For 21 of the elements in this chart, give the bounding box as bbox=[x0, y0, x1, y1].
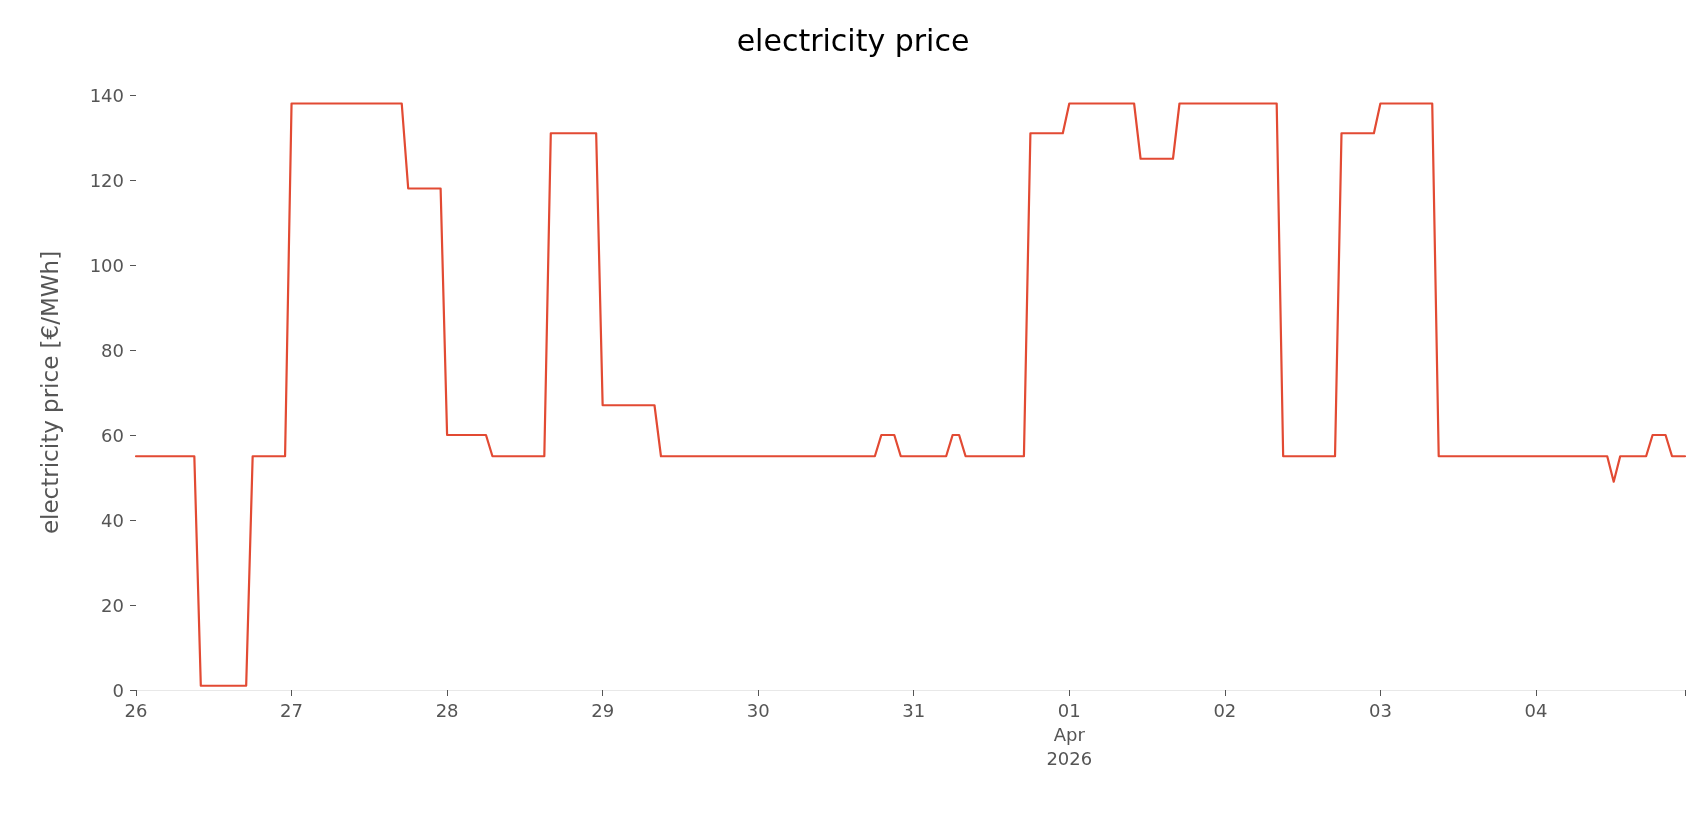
chart-title: electricity price bbox=[736, 22, 970, 58]
x-tick-label: 29 bbox=[591, 699, 615, 721]
x-tick-label: 02 bbox=[1213, 699, 1237, 721]
y-tick-label: 120 bbox=[89, 169, 124, 191]
x-tick-label: 31 bbox=[902, 699, 926, 721]
x-tick-label: 27 bbox=[280, 699, 303, 721]
y-tick-label: 0 bbox=[112, 679, 124, 701]
y-tick-label: 60 bbox=[101, 424, 124, 446]
y-axis-title: electricity price [€/MWh] bbox=[36, 250, 63, 535]
x-tick-label: 04 bbox=[1524, 699, 1548, 721]
x-tick-label: 30 bbox=[746, 699, 770, 721]
line-series bbox=[134, 102, 1687, 687]
y-tick-label: 80 bbox=[101, 339, 124, 361]
y-tick-label: 100 bbox=[89, 254, 124, 276]
y-tick-label: 20 bbox=[101, 594, 124, 616]
x-tick-label: 03 bbox=[1368, 699, 1392, 721]
y-tick-label: 40 bbox=[101, 509, 124, 531]
y-tick-label: 140 bbox=[89, 84, 124, 106]
x-tick-label: 28 bbox=[435, 699, 459, 721]
x-tick-label: 26 bbox=[124, 699, 148, 721]
x-tick-label: 01 Apr 2026 bbox=[1046, 699, 1093, 769]
